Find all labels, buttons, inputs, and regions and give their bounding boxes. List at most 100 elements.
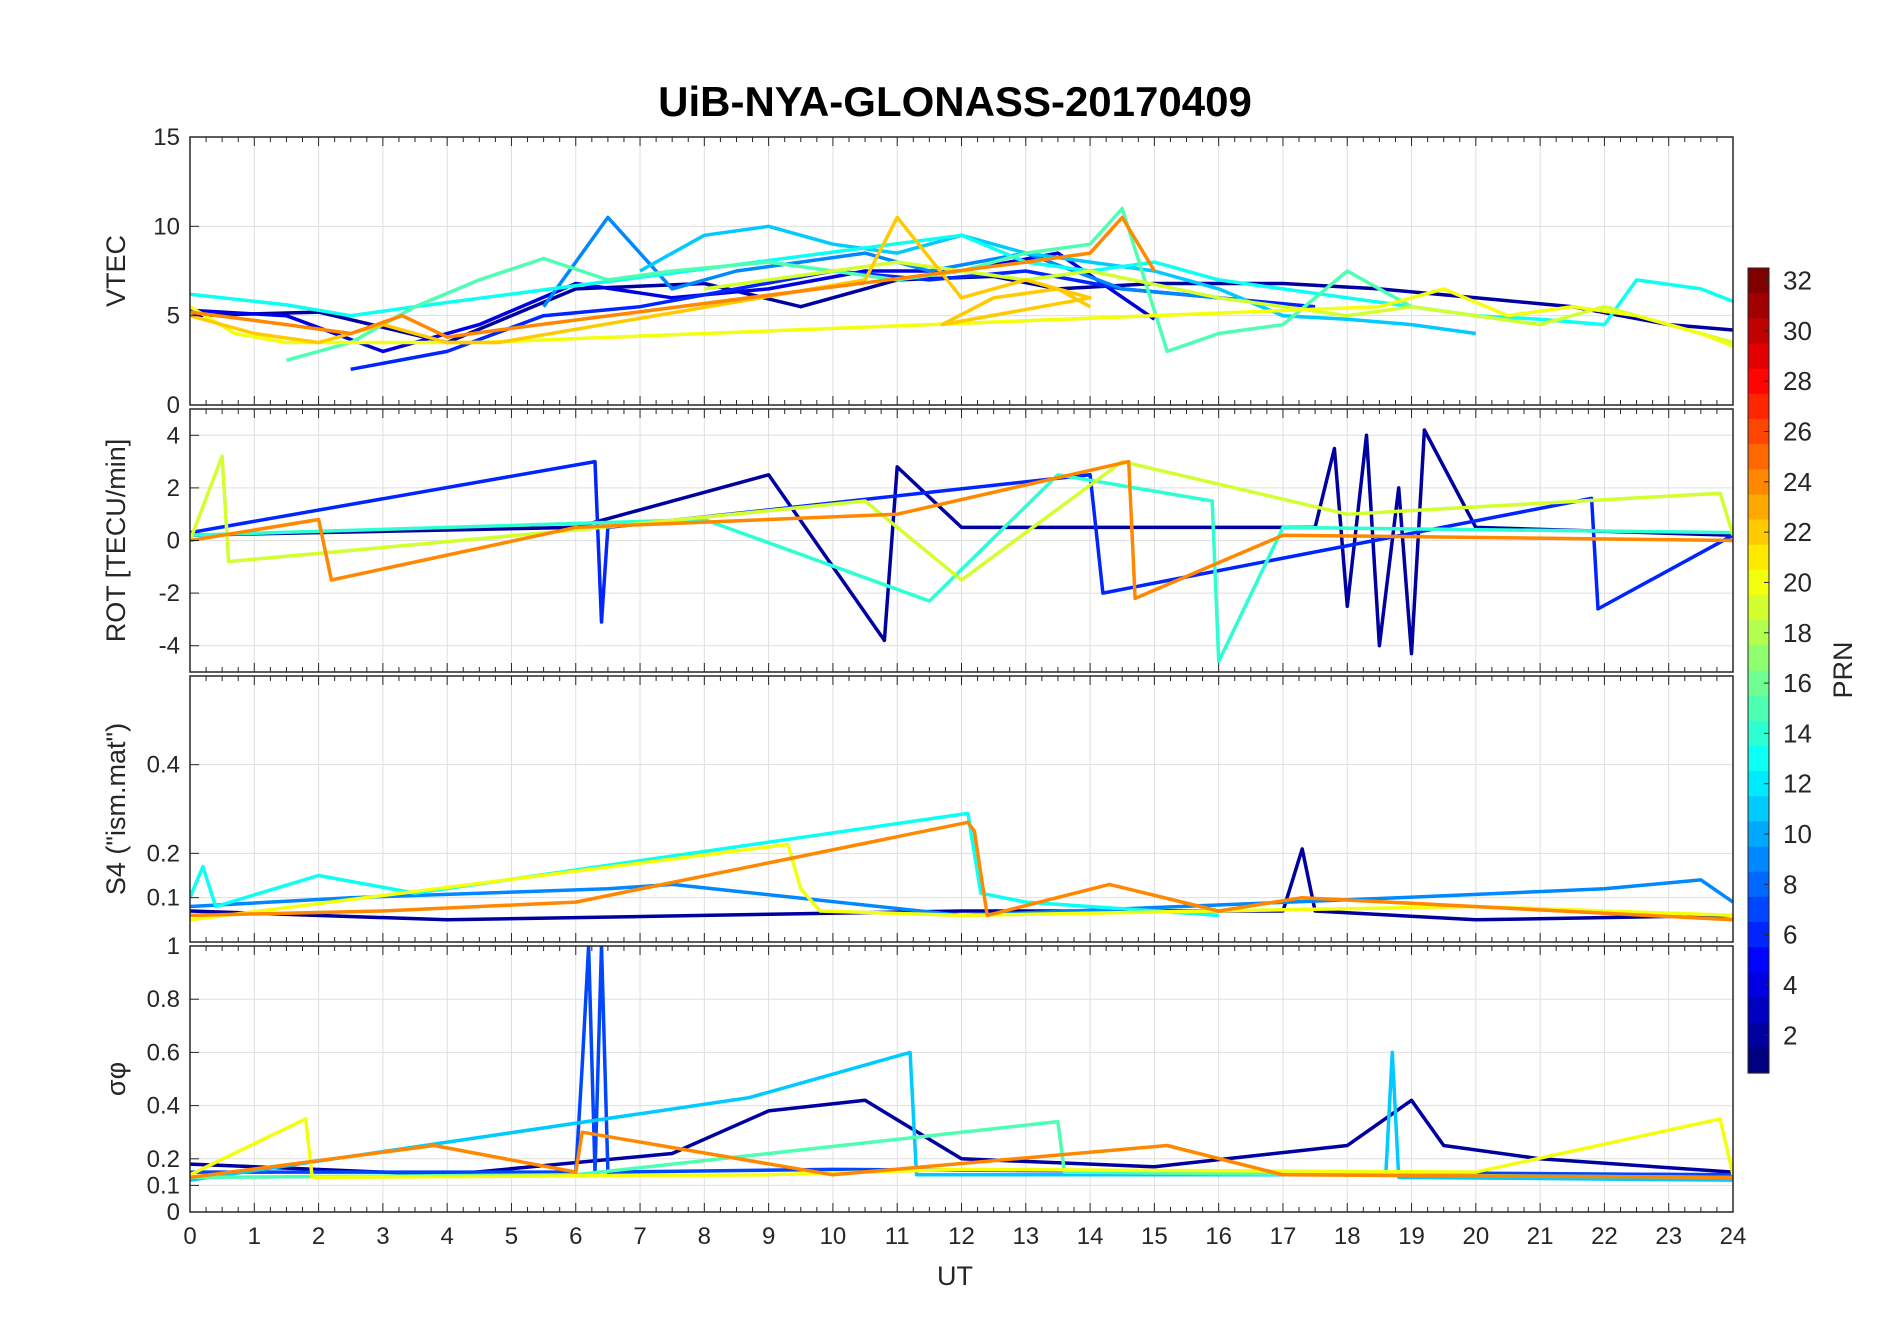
series-line-prn-22 <box>190 215 1092 345</box>
colorbar-swatch <box>1748 1022 1769 1049</box>
colorbar-swatch <box>1748 896 1769 923</box>
series-group <box>190 946 1733 1182</box>
x-tick-label: 23 <box>1655 1223 1682 1250</box>
colorbar-swatch <box>1748 1047 1769 1074</box>
colorbar-tick-label: 32 <box>1783 266 1812 296</box>
colorbar-swatch <box>1748 796 1769 823</box>
x-tick-label: 21 <box>1527 1223 1554 1250</box>
y-tick-label: 0.2 <box>147 840 180 867</box>
x-tick-label: 15 <box>1141 1223 1168 1250</box>
x-tick-label: 11 <box>885 1223 910 1250</box>
colorbar-swatch <box>1748 393 1769 420</box>
series-line-prn-14 <box>190 473 1733 664</box>
y-tick-label: 0.6 <box>147 1039 180 1066</box>
y-tick-label: 15 <box>153 124 180 151</box>
series-line-prn-24 <box>190 820 1733 922</box>
colorbar-swatch <box>1748 544 1769 571</box>
y-tick-label: 0.4 <box>147 752 180 779</box>
x-tick-label: 17 <box>1270 1223 1297 1250</box>
series-group <box>190 811 1733 922</box>
colorbar-tick-label: 26 <box>1783 417 1812 447</box>
y-tick-label: 4 <box>167 422 180 449</box>
colorbar-tick-label: 30 <box>1783 316 1812 346</box>
series-line-prn-24 <box>190 459 1733 601</box>
colorbar-swatch <box>1748 720 1769 747</box>
series-line-prn-11 <box>190 1050 1733 1182</box>
x-tick-label: 9 <box>762 1223 775 1250</box>
y-axis-label-sigma: σφ <box>101 1062 131 1096</box>
colorbar-label: PRN <box>1828 641 1858 698</box>
panel-s4: 0.1 0.2 0.4 S4 ("ism.mat") <box>101 675 1734 943</box>
x-tick-labels: 0 1 2 3 4 5 6 7 8 9 10 11 12 13 14 15 16 17 18 19 20 21 22 23 24 <box>183 1223 1746 1250</box>
colorbar-swatch <box>1748 871 1769 898</box>
y-tick-label: 5 <box>167 303 180 330</box>
y-tick-label: 1 <box>167 933 180 960</box>
x-tick-label: 8 <box>698 1223 711 1250</box>
x-tick-label: 5 <box>505 1223 518 1250</box>
series-line-prn-15 <box>285 206 1541 362</box>
colorbar-swatch <box>1748 771 1769 797</box>
x-tick-label: 14 <box>1077 1223 1104 1250</box>
panel-rot: -4 -2 0 2 4 ROT [TECU/min] <box>101 408 1734 673</box>
colorbar-swatch <box>1748 972 1769 999</box>
colorbar-swatch <box>1748 494 1769 521</box>
colorbar-tick-label: 4 <box>1783 970 1797 1000</box>
colorbar-tick-label: 20 <box>1783 567 1812 597</box>
y-tick-label: 0.1 <box>147 885 180 912</box>
x-tick-label: 22 <box>1591 1223 1618 1250</box>
x-tick-label: 7 <box>633 1223 646 1250</box>
x-tick-label: 1 <box>248 1223 261 1250</box>
panel-sigma: 00.10.2 0.4 0.6 0.8 1 σφ <box>101 933 1734 1226</box>
colorbar-swatch <box>1748 318 1769 345</box>
y-tick-label: 0 <box>167 528 180 555</box>
colorbar-tick-label: 16 <box>1783 668 1812 698</box>
y-tick-label: -4 <box>159 633 180 660</box>
colorbar-tick-label: 8 <box>1783 869 1797 899</box>
x-tick-label: 3 <box>376 1223 389 1250</box>
series-line-prn-2 <box>190 1098 1733 1177</box>
colorbar-tick-label: 24 <box>1783 467 1812 497</box>
series-line-prn-6 <box>190 459 1733 624</box>
series-group <box>190 206 1733 372</box>
x-tick-label: 18 <box>1334 1223 1361 1250</box>
colorbar-swatch <box>1748 670 1769 697</box>
colorbar-tick-label: 14 <box>1783 718 1812 748</box>
y-tick-label: 10 <box>153 213 180 240</box>
colorbar-tick-label: 2 <box>1783 1020 1797 1050</box>
colorbar-swatch <box>1748 268 1769 294</box>
x-tick-label: 2 <box>312 1223 325 1250</box>
colorbar-swatch <box>1748 620 1769 646</box>
y-tick-label: 0.8 <box>147 986 180 1013</box>
y-tick-label: 0.4 <box>147 1093 180 1120</box>
x-tick-label: 10 <box>820 1223 847 1250</box>
x-tick-label: 16 <box>1205 1223 1232 1250</box>
y-axis-label-s4: S4 ("ism.mat") <box>101 723 131 895</box>
y-tick-label: 2 <box>167 475 180 502</box>
x-tick-label: 6 <box>569 1223 582 1250</box>
series-group <box>190 428 1733 664</box>
y-axis-label-vtec: VTEC <box>101 235 131 307</box>
colorbar-swatch <box>1748 645 1769 672</box>
x-tick-label: 13 <box>1012 1223 1039 1250</box>
series-line-prn-24 <box>190 215 1156 339</box>
chart-title: UiB-NYA-GLONASS-20170409 <box>658 78 1252 125</box>
series-line-prn-20 <box>190 287 1733 348</box>
series-line-prn-2 <box>190 274 1733 345</box>
colorbar-tick-label: 12 <box>1783 769 1812 799</box>
x-tick-label: 20 <box>1462 1223 1489 1250</box>
colorbar-swatch <box>1748 418 1769 445</box>
series-line-prn-19 <box>190 454 1733 582</box>
colorbar-swatch <box>1748 846 1769 873</box>
y-tick-label: 0.2 <box>147 1146 180 1173</box>
colorbar-tick-label: 6 <box>1783 920 1797 950</box>
x-axis-label: UT <box>937 1261 973 1291</box>
x-tick-label: 12 <box>948 1223 975 1250</box>
x-tick-label: 24 <box>1720 1223 1747 1250</box>
colorbar-swatch <box>1748 922 1769 948</box>
colorbar-swatch <box>1748 368 1769 395</box>
colorbar-swatch <box>1748 569 1769 596</box>
y-tick-label: 0.1 <box>147 1172 180 1199</box>
